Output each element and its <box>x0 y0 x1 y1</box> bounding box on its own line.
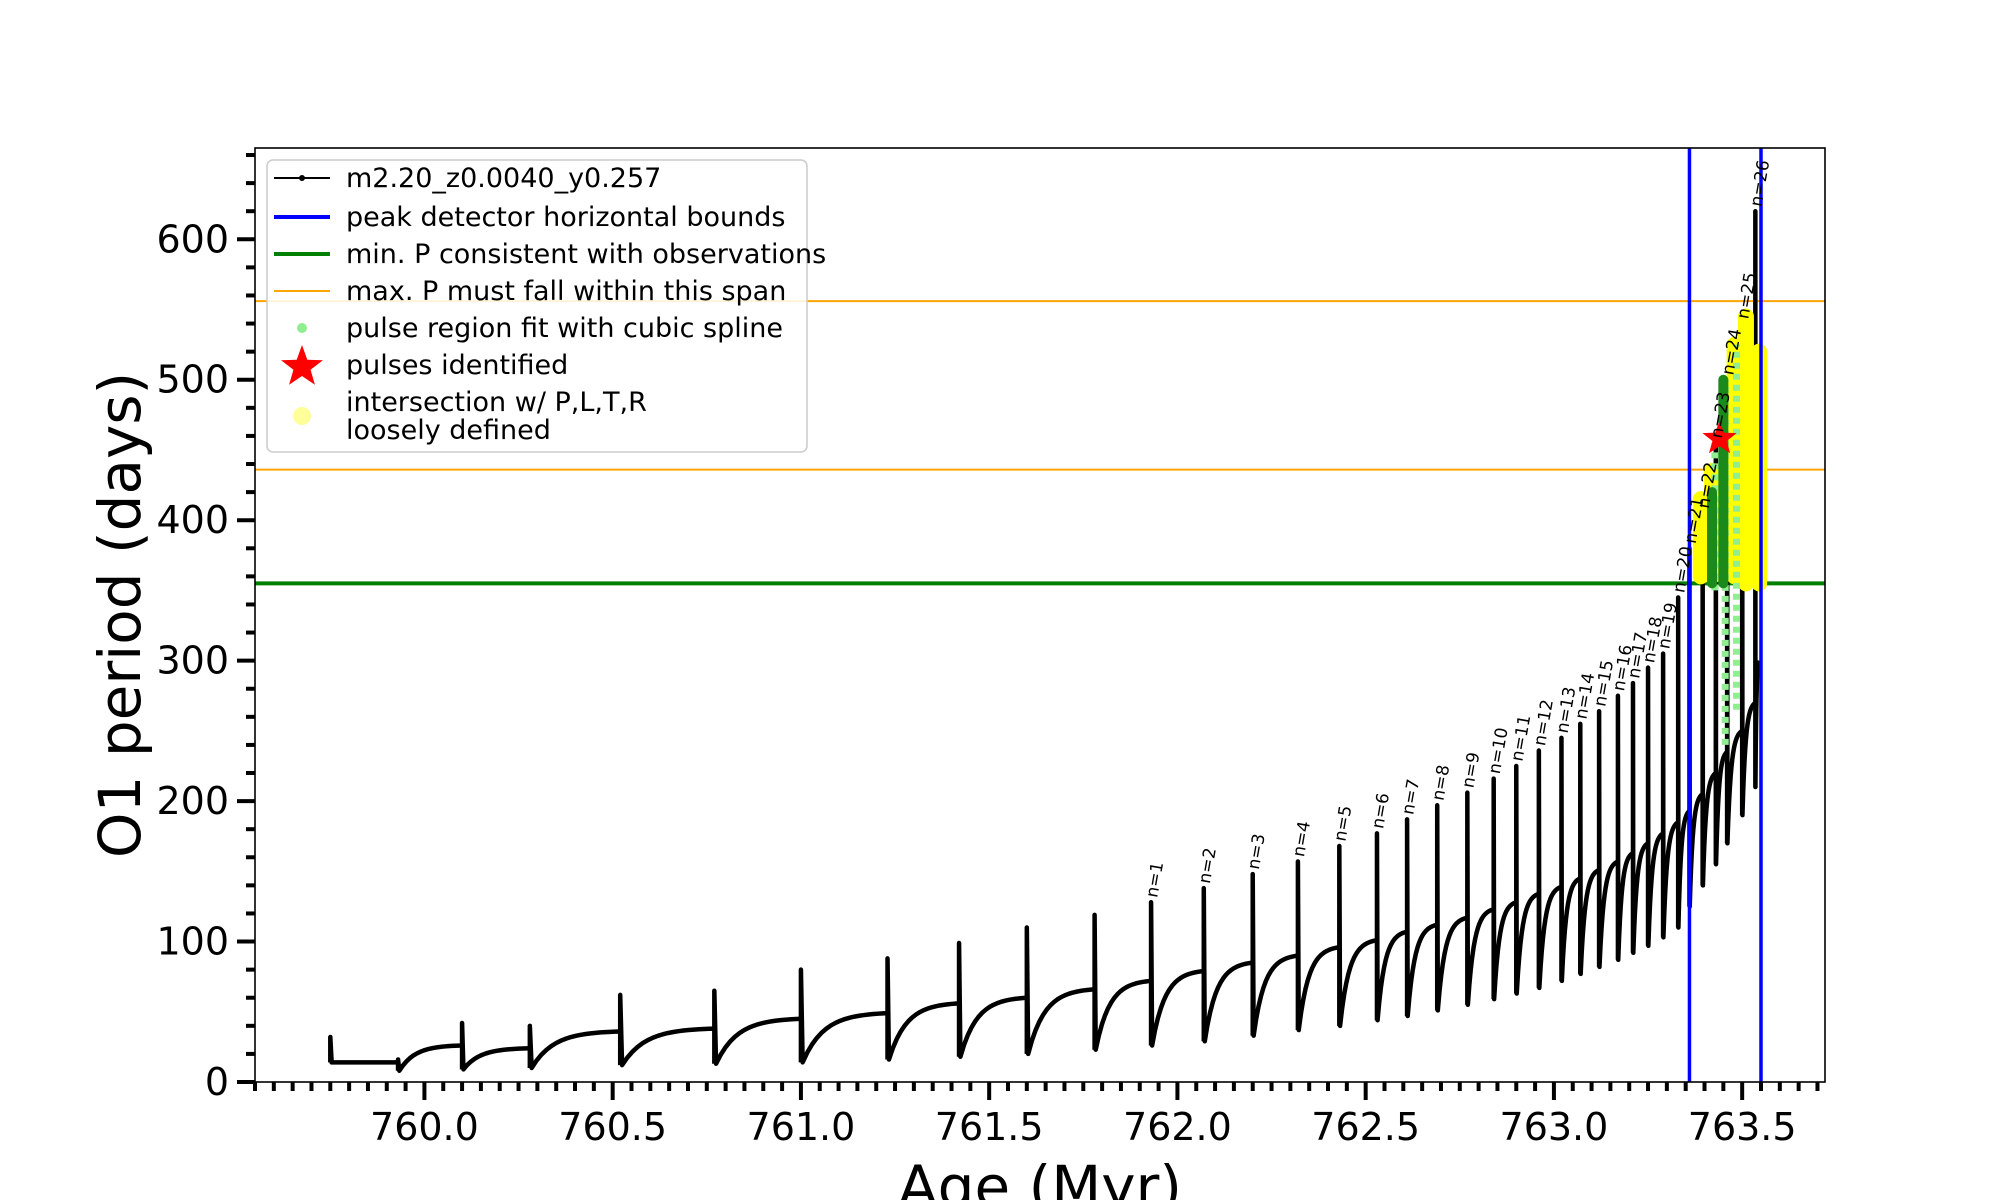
y-tick-label: 200 <box>156 779 229 823</box>
x-tick-label: 763.5 <box>1688 1105 1797 1149</box>
pulse-segment-30 <box>1660 651 1680 940</box>
y-axis-ticks: 0 100 200 300 400 500 600 <box>156 153 255 1104</box>
y-tick-label: 600 <box>156 217 229 261</box>
pulse-segment-27 <box>1615 693 1635 963</box>
legend-label: intersection w/ P,L,T,R <box>346 387 647 418</box>
pulse-segment-25 <box>1578 721 1601 977</box>
pulse-segment-24 <box>1559 735 1582 984</box>
pulse-segment-14 <box>1250 871 1299 1038</box>
pulse-segment-3 <box>459 1020 530 1072</box>
pulse-segment-7 <box>798 967 888 1065</box>
y-tick-label: 100 <box>156 920 229 964</box>
legend-circle <box>293 407 311 425</box>
pulse-segment-21 <box>1491 776 1518 1002</box>
pulse-segment-22 <box>1514 763 1540 996</box>
pulse-segment-18 <box>1404 817 1438 1019</box>
legend-label: pulse region fit with cubic spline <box>346 313 783 344</box>
x-tick-label: 761.0 <box>747 1105 856 1149</box>
legend-label: peak detector horizontal bounds <box>346 202 785 233</box>
reference-lines-vertical <box>1687 148 1763 1082</box>
x-tick-label: 763.0 <box>1500 1105 1609 1149</box>
pulse-segment-29 <box>1645 665 1665 949</box>
pulse-segment-9 <box>956 940 1027 1059</box>
legend-label: min. P consistent with observations <box>346 239 826 270</box>
pulse-segment-11 <box>1092 912 1152 1052</box>
pulse-segment-4 <box>527 1023 621 1071</box>
pulse-segment-20 <box>1465 790 1495 1007</box>
y-tick-label: 500 <box>156 358 229 402</box>
y-axis-title: O1 period (days) <box>86 372 154 858</box>
pulse-segment-36 <box>1739 321 1757 818</box>
pulse-segment-13 <box>1201 885 1254 1044</box>
pulse-segment-12 <box>1148 899 1205 1048</box>
legend-dot <box>299 175 305 181</box>
period-series <box>328 208 1762 1074</box>
legend-label: pulses identified <box>346 350 568 381</box>
x-tick-label: 761.5 <box>935 1105 1044 1149</box>
legend-entry-5: pulse region fit with cubic spline <box>297 313 783 344</box>
pulse-segment-19 <box>1434 803 1468 1013</box>
x-tick-label: 760.0 <box>370 1105 479 1149</box>
legend-entry-2: peak detector horizontal bounds <box>274 202 785 233</box>
legend-entry-1: m2.20_z0.0040_y0.257 <box>274 163 661 194</box>
x-tick-label: 760.5 <box>558 1105 667 1149</box>
x-tick-label: 762.0 <box>1123 1105 1232 1149</box>
legend-box <box>266 159 808 453</box>
pulse-overlays <box>1692 308 1768 745</box>
pulse-segment-35 <box>1724 377 1744 846</box>
legend-entry-6: pulses identified <box>281 345 568 385</box>
pulse-segment-8 <box>885 956 960 1062</box>
pulse-segment-15 <box>1295 859 1340 1033</box>
pulse-segment-10 <box>1024 925 1095 1057</box>
pulse-segment-26 <box>1596 708 1620 970</box>
pulse-segment-33 <box>1700 510 1718 888</box>
pulse-segment-16 <box>1337 843 1378 1029</box>
pulse-segment-37 <box>1753 208 1762 790</box>
legend-dot <box>297 323 307 333</box>
legend-label: max. P must fall within this span <box>346 276 786 307</box>
y-tick-label: 0 <box>205 1060 229 1104</box>
legend-star-icon <box>281 345 323 385</box>
pulse-segment-2 <box>395 1043 463 1074</box>
legend-entry-4: max. P must fall within this span <box>274 276 786 307</box>
legend-entry-3: min. P consistent with observations <box>274 239 826 270</box>
x-axis-title: Age (Myr) <box>898 1153 1182 1200</box>
y-tick-label: 300 <box>156 639 229 683</box>
plot-frame <box>254 147 1826 1083</box>
legend-label-line2: loosely defined <box>346 415 551 446</box>
x-axis-ticks: 760.0 760.5 761.0 761.5 762.0 762.5 763.0 763.5 <box>253 1082 1820 1149</box>
legend-label: m2.20_z0.0040_y0.257 <box>346 163 661 194</box>
pulse-segment-23 <box>1536 748 1563 991</box>
x-tick-label: 762.5 <box>1311 1105 1420 1149</box>
y-tick-label: 400 <box>156 498 229 542</box>
pulse-segment-28 <box>1630 680 1650 956</box>
pulse-segment-6 <box>712 988 802 1066</box>
identified-pulse-star <box>1702 420 1737 454</box>
pulse-segment-1 <box>328 1034 399 1065</box>
pulse-segment-17 <box>1374 831 1408 1023</box>
pulse-segment-5 <box>617 992 715 1068</box>
